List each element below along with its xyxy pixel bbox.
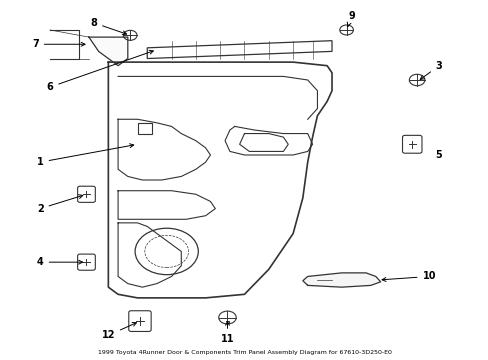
Text: 4: 4: [37, 257, 82, 267]
Polygon shape: [302, 273, 380, 287]
Text: 12: 12: [102, 323, 136, 341]
Text: 10: 10: [381, 271, 435, 282]
Text: 7: 7: [32, 39, 85, 49]
Text: 1: 1: [37, 144, 133, 167]
Polygon shape: [89, 37, 127, 66]
Text: 11: 11: [220, 321, 234, 344]
Text: 3: 3: [419, 61, 442, 80]
Polygon shape: [137, 123, 152, 134]
Text: 9: 9: [346, 11, 354, 27]
Text: 8: 8: [90, 18, 126, 35]
Text: 1999 Toyota 4Runner Door & Components Trim Panel Assembly Diagram for 67610-3D25: 1999 Toyota 4Runner Door & Components Tr…: [98, 350, 390, 355]
Text: 5: 5: [435, 150, 442, 160]
Text: 2: 2: [37, 195, 82, 213]
Text: 6: 6: [46, 50, 153, 92]
